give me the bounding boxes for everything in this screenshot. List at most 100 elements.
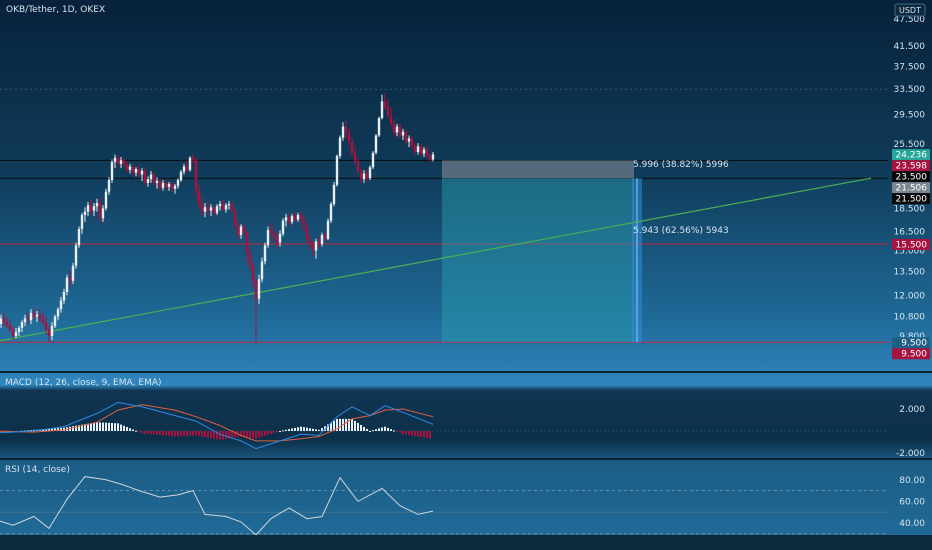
macd-histogram-bar xyxy=(156,431,158,435)
rsi-tick-label: 80.00 xyxy=(899,476,925,486)
candle-body xyxy=(107,180,111,192)
trendline[interactable] xyxy=(0,177,872,342)
macd-histogram-bar xyxy=(426,431,428,438)
macd-histogram-bar xyxy=(333,420,335,431)
stop-zone[interactable] xyxy=(442,160,634,179)
price-tick-label: 12.000 xyxy=(894,291,926,301)
macd-histogram-bar xyxy=(408,431,410,436)
candle-body xyxy=(254,280,258,299)
candle-body xyxy=(50,326,54,336)
candle-body xyxy=(242,226,246,233)
candle-body xyxy=(338,137,342,157)
pane-separator-rsi[interactable] xyxy=(0,458,932,460)
macd-histogram-bar xyxy=(351,418,353,431)
macd-histogram-bar xyxy=(249,431,251,438)
candle-body xyxy=(206,207,210,211)
candle-body xyxy=(44,322,48,330)
price-axis[interactable]: 47.50041.50037.50033.50029.50025.50022.5… xyxy=(894,15,926,529)
candle-body xyxy=(383,101,387,108)
macd-histogram-bar xyxy=(117,423,119,431)
candle-body xyxy=(80,215,84,229)
candle-body xyxy=(68,277,72,281)
currency-badge[interactable] xyxy=(894,3,926,17)
candle-body xyxy=(215,206,219,213)
candle-body xyxy=(218,204,222,207)
target-zone[interactable] xyxy=(442,178,634,343)
target-zone-label: 5.943 (62.56%) 5943 xyxy=(633,226,729,236)
candle-body xyxy=(113,157,117,163)
candle-body xyxy=(299,215,303,219)
macd-histogram-bar xyxy=(165,431,167,436)
rsi-title: RSI (14, close) xyxy=(5,465,70,475)
candle-body xyxy=(320,235,324,244)
candle-body xyxy=(182,166,186,172)
candle-body xyxy=(8,326,12,330)
price-tick-label: 29.500 xyxy=(894,111,926,121)
candle-body xyxy=(5,322,9,327)
candle-body xyxy=(119,160,123,164)
macd-histogram-bar xyxy=(348,418,350,431)
candle-body xyxy=(191,157,195,160)
macd-histogram-bar xyxy=(201,431,203,437)
macd-histogram-bar xyxy=(243,431,245,437)
macd-histogram-bar xyxy=(267,431,269,435)
candle-body xyxy=(194,159,198,191)
price-tick-label: 16.500 xyxy=(894,227,926,237)
candle-body xyxy=(284,217,288,221)
candles-layer xyxy=(0,93,435,343)
macd-histogram-bar xyxy=(207,431,209,438)
candle-body xyxy=(431,154,435,160)
macd-histogram-bar xyxy=(54,428,56,431)
macd-histogram-bar xyxy=(318,429,320,431)
price-label-text: 23.500 xyxy=(896,173,928,183)
candle-body xyxy=(230,204,234,211)
macd-histogram-bar xyxy=(81,424,83,431)
candle-body xyxy=(176,180,180,186)
candle-body xyxy=(137,169,141,175)
candle-body xyxy=(2,318,6,323)
price-tick-label: 41.500 xyxy=(894,42,926,52)
price-tick-label: 33.500 xyxy=(894,85,926,95)
macd-histogram-bar xyxy=(135,430,137,432)
price-label-text: 23.598 xyxy=(896,162,928,172)
macd-histogram-bar xyxy=(258,431,260,438)
macd-histogram-bar xyxy=(96,422,98,431)
candle-body xyxy=(92,206,96,211)
macd-histogram-bar xyxy=(183,431,185,437)
price-tick-label: 9.800 xyxy=(899,332,925,342)
macd-histogram-bar xyxy=(234,431,236,438)
candle-body xyxy=(428,155,432,160)
candle-body xyxy=(128,166,132,170)
candle-body xyxy=(422,149,426,154)
candle-body xyxy=(335,156,339,185)
candle-body xyxy=(365,173,369,179)
macd-tick-label: 2.000 xyxy=(899,405,925,415)
macd-histogram-bar xyxy=(30,430,32,432)
candle-body xyxy=(170,183,174,189)
price-label-text: 9.500 xyxy=(901,350,927,360)
candle-body xyxy=(248,253,252,266)
candle-body xyxy=(377,118,381,136)
candle-body xyxy=(389,115,393,124)
candle-body xyxy=(266,230,270,246)
macd-histogram-bar xyxy=(150,431,152,435)
candle-body xyxy=(35,314,39,317)
candle-body xyxy=(224,205,228,210)
macd-histogram-bar xyxy=(291,428,293,431)
candle-body xyxy=(386,107,390,116)
macd-histogram-bar xyxy=(93,422,95,431)
candle-body xyxy=(359,170,363,180)
macd-histogram-bar xyxy=(336,418,338,431)
macd-histogram-bar xyxy=(210,431,212,439)
macd-histogram-bar xyxy=(171,431,173,437)
rsi-tick-label: 60.00 xyxy=(899,497,925,507)
candle-body xyxy=(332,184,336,205)
macd-histogram-bar xyxy=(75,425,77,431)
pane-separator-macd[interactable] xyxy=(0,371,932,373)
trendline-layer[interactable] xyxy=(0,177,872,342)
position-tool[interactable] xyxy=(442,160,642,343)
price-label-text: 15.500 xyxy=(896,240,928,250)
macd-histogram-bar xyxy=(108,422,110,431)
candle-body xyxy=(296,215,300,220)
